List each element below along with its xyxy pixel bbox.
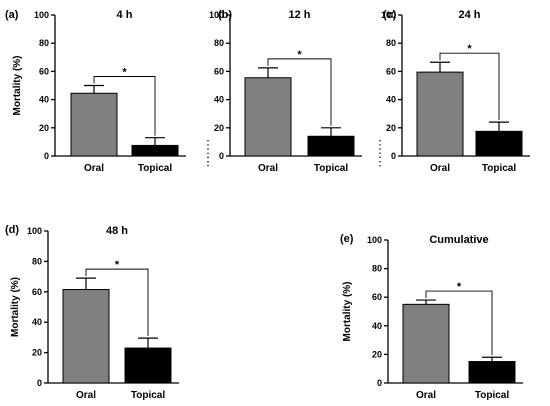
category-label: Topical — [314, 163, 348, 174]
y-tick-label: 40 — [372, 321, 382, 331]
category-label: Topical — [475, 390, 509, 401]
y-tick-label: 100 — [209, 10, 224, 20]
y-tick-label: 20 — [39, 123, 49, 133]
panel-title: 12 h — [288, 9, 310, 21]
significance-bracket — [439, 52, 500, 121]
category-label: Oral — [258, 163, 278, 174]
y-tick-label: 60 — [32, 287, 42, 297]
y-tick-label: 80 — [372, 264, 382, 274]
y-tick-label: 0 — [219, 151, 224, 161]
y-axis-label: Mortality (%) — [12, 56, 23, 116]
bar-topical — [475, 130, 523, 157]
panel-label: (e) — [340, 233, 354, 245]
category-label: Oral — [84, 163, 104, 174]
category-label: Oral — [76, 390, 96, 401]
panel-label: (d) — [5, 224, 19, 236]
chart-panel-4: (e) Cumulative Mortality (%) 0 20 40 60 80 100 Or… — [340, 233, 523, 401]
category-label: Topical — [138, 163, 172, 174]
y-tick-label: 80 — [39, 38, 49, 48]
y-tick-label: 80 — [32, 256, 42, 266]
y-tick-label: 100 — [367, 235, 382, 245]
significance-bracket — [267, 58, 332, 126]
y-tick-label: 20 — [386, 123, 396, 133]
y-tick-label: 20 — [32, 348, 42, 358]
y-tick-label: 60 — [386, 66, 396, 76]
bar-topical — [124, 347, 172, 384]
y-tick-label: 20 — [372, 349, 382, 359]
significance-marker: * — [467, 43, 472, 55]
category-label: Oral — [416, 390, 436, 401]
y-tick-label: 80 — [214, 38, 224, 48]
bar-topical — [468, 361, 516, 384]
y-tick-label: 60 — [372, 292, 382, 302]
category-label: Topical — [131, 390, 165, 401]
category-label: Oral — [430, 163, 450, 174]
y-tick-label: 60 — [214, 66, 224, 76]
y-tick-label: 60 — [39, 66, 49, 76]
y-tick-label: 0 — [37, 378, 42, 388]
y-tick-label: 40 — [386, 95, 396, 105]
panel-title: Cumulative — [429, 234, 488, 246]
y-tick-label: 100 — [34, 10, 49, 20]
y-tick-label: 100 — [27, 226, 42, 236]
significance-marker: * — [122, 67, 127, 79]
panel-label: (b) — [218, 9, 232, 21]
y-axis-label: Mortality (%) — [10, 277, 21, 337]
y-tick-label: 40 — [32, 317, 42, 327]
y-tick-label: 20 — [214, 123, 224, 133]
y-tick-label: 0 — [44, 151, 49, 161]
bar-topical — [307, 135, 355, 157]
y-tick-label: 0 — [391, 151, 396, 161]
y-tick-label: 0 — [377, 378, 382, 388]
category-label: Topical — [482, 163, 516, 174]
y-tick-label: 40 — [214, 95, 224, 105]
significance-marker: * — [457, 281, 462, 293]
y-tick-label: 40 — [39, 95, 49, 105]
significance-bracket — [425, 290, 493, 356]
chart-panel-0: (a) 4 h Mortality (%) 0 20 40 60 80 100 Oral Topic… — [5, 9, 186, 174]
y-tick-label: 100 — [381, 10, 396, 20]
chart-panel-3: (d) 48 h Mortality (%) 0 20 40 60 80 100 Oral Topi… — [5, 224, 179, 401]
significance-bracket — [85, 268, 149, 337]
y-axis-label: Mortality (%) — [342, 282, 353, 342]
panel-label: (a) — [5, 9, 19, 21]
chart-panel-1: (b) 12 h 0 20 40 60 80 100 Oral Topical * — [209, 9, 362, 174]
bar-oral — [70, 92, 118, 157]
significance-bracket — [93, 76, 156, 136]
bar-oral — [416, 71, 464, 157]
bar-oral — [62, 289, 110, 384]
bar-topical — [131, 144, 179, 157]
chart-panel-2: (c) 24 h 0 20 40 60 80 100 Oral Topical * — [381, 9, 530, 174]
significance-marker: * — [115, 259, 120, 271]
bar-oral — [402, 303, 450, 384]
y-tick-label: 80 — [386, 38, 396, 48]
significance-marker: * — [297, 49, 302, 61]
panel-label: (c) — [383, 9, 397, 21]
panel-title: 48 h — [106, 225, 128, 237]
panel-title: 24 h — [458, 9, 480, 21]
bar-oral — [244, 77, 292, 157]
panel-title: 4 h — [117, 9, 133, 21]
